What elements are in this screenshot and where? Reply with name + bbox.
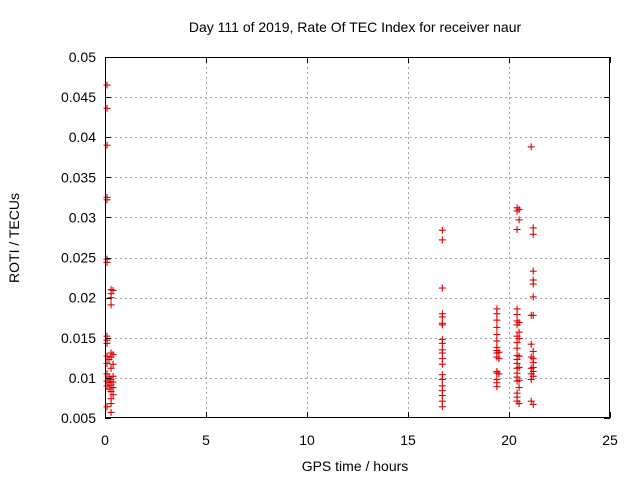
x-tick-label: 15 xyxy=(400,432,416,448)
data-point xyxy=(515,400,523,408)
data-point xyxy=(529,372,537,380)
y-tick-label: 0.025 xyxy=(61,250,96,266)
data-point xyxy=(527,143,535,151)
data-point xyxy=(103,196,111,204)
y-tick-label: 0.035 xyxy=(61,169,96,185)
y-axis-label: ROTI / TECUs xyxy=(6,193,22,283)
x-tick-label: 5 xyxy=(202,432,210,448)
data-point xyxy=(438,360,446,368)
y-tick-label: 0.01 xyxy=(69,370,96,386)
data-point xyxy=(493,331,501,339)
data-point xyxy=(107,301,115,309)
data-point xyxy=(107,294,115,302)
data-point xyxy=(107,364,115,372)
data-point xyxy=(529,280,537,288)
data-point xyxy=(495,348,503,356)
x-tick-label: 0 xyxy=(101,432,109,448)
data-point xyxy=(103,141,111,149)
x-tick-label: 10 xyxy=(299,432,315,448)
data-point xyxy=(103,81,111,89)
data-point xyxy=(493,337,501,345)
data-point xyxy=(103,339,111,347)
x-axis-label: GPS time / hours xyxy=(302,458,409,474)
data-point xyxy=(109,351,117,359)
chart-title: Day 111 of 2019, Rate Of TEC Index for r… xyxy=(189,19,522,35)
data-point xyxy=(515,319,523,327)
data-point xyxy=(493,383,501,391)
data-point xyxy=(493,316,501,324)
y-tick-label: 0.02 xyxy=(69,290,96,306)
data-point xyxy=(529,293,537,301)
x-tick-label: 20 xyxy=(501,432,517,448)
data-point xyxy=(109,360,117,368)
y-tick-label: 0.04 xyxy=(69,129,96,145)
data-point xyxy=(527,340,535,348)
axes: 0 5 10 15 20 25 0.005 0.01 0.015 0.02 0.025 0.03 0.0… xyxy=(61,49,618,448)
data-point xyxy=(515,335,523,343)
data-point xyxy=(529,267,537,275)
data-point xyxy=(438,313,446,321)
data-point xyxy=(103,258,111,266)
data-point xyxy=(103,403,111,411)
data-point xyxy=(515,384,523,392)
data-point xyxy=(493,310,501,318)
data-point xyxy=(495,355,503,363)
data-point xyxy=(515,363,523,371)
data-point xyxy=(438,236,446,244)
y-tick-label: 0.045 xyxy=(61,89,96,105)
data-point xyxy=(515,216,523,224)
data-point xyxy=(107,400,115,408)
data-point xyxy=(495,370,503,378)
data-point xyxy=(103,359,111,367)
data-point xyxy=(493,323,501,331)
data-points xyxy=(103,81,537,416)
data-point xyxy=(107,408,115,416)
data-point xyxy=(529,230,537,238)
y-tick-label: 0.05 xyxy=(69,49,96,65)
data-point xyxy=(529,347,537,355)
data-point xyxy=(513,344,521,352)
data-point xyxy=(529,311,537,319)
data-point xyxy=(515,328,523,336)
data-point xyxy=(513,225,521,233)
y-tick-label: 0.005 xyxy=(61,410,96,426)
y-tick-label: 0.015 xyxy=(61,330,96,346)
data-point xyxy=(109,391,117,399)
data-point xyxy=(515,376,523,384)
data-point xyxy=(438,284,446,292)
data-point xyxy=(438,403,446,411)
data-point xyxy=(438,321,446,329)
data-point xyxy=(515,205,523,213)
data-point xyxy=(438,375,446,383)
data-point xyxy=(513,311,521,319)
data-point xyxy=(109,286,117,294)
data-point xyxy=(103,104,111,112)
data-point xyxy=(529,400,537,408)
plot-frame xyxy=(105,57,610,418)
data-point xyxy=(438,226,446,234)
data-point xyxy=(109,384,117,392)
data-point xyxy=(438,339,446,347)
y-tick-label: 0.03 xyxy=(69,209,96,225)
data-point xyxy=(529,224,537,232)
grid-lines xyxy=(105,57,610,418)
x-tick-label: 25 xyxy=(602,432,618,448)
data-point xyxy=(515,352,523,360)
